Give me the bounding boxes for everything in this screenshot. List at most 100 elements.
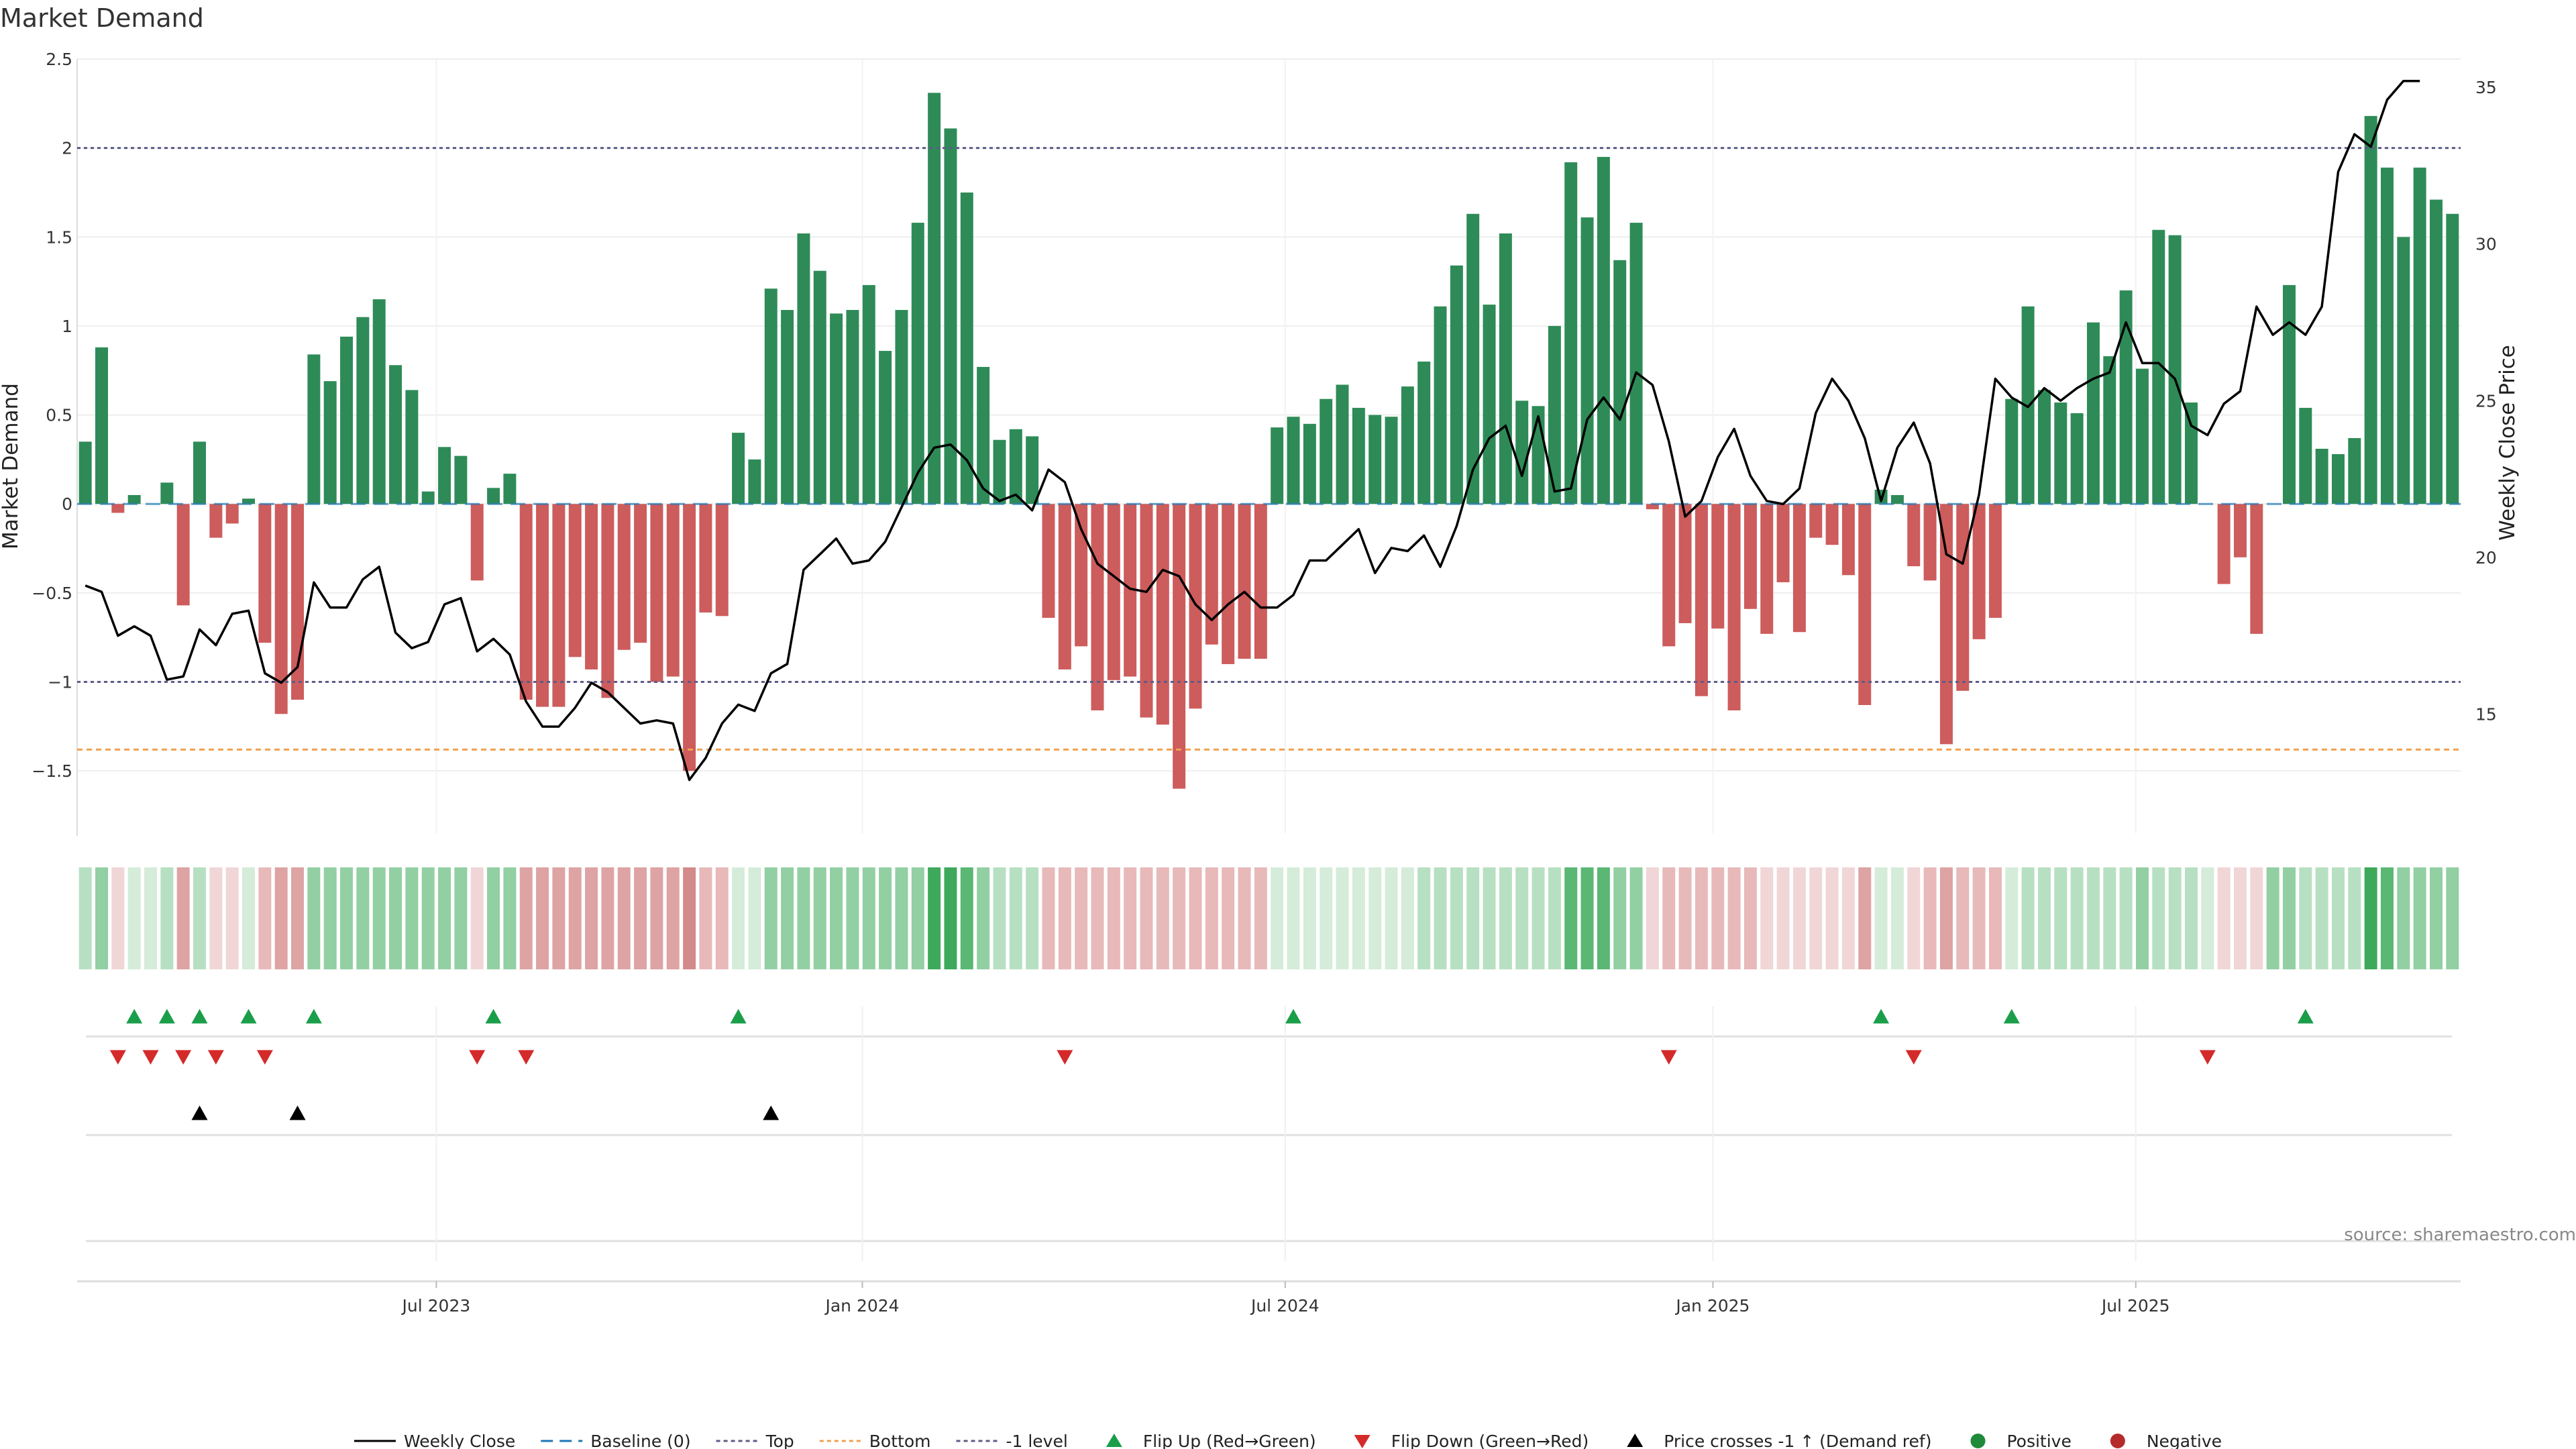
bar-positive	[911, 223, 924, 504]
legend-item: Flip Down (Green→Red)	[1354, 1432, 1589, 1449]
heat-cell	[127, 867, 141, 969]
x-axis: Jul 2023 Jan 2024 Jul 2024 Jan 2025 Jul 2025	[77, 1280, 2461, 1316]
heat-cell	[2054, 867, 2068, 969]
flip-up-marker	[1285, 1009, 1302, 1024]
heat-cell	[1792, 867, 1806, 969]
weekly-close-line	[85, 79, 2420, 782]
heat-cell	[1320, 867, 1333, 969]
bar-positive	[862, 284, 875, 504]
bar-positive	[1548, 325, 1561, 504]
bar-positive	[323, 381, 337, 504]
bar-negative	[1646, 504, 1659, 510]
heat-cell	[1515, 867, 1529, 969]
flip-up-marker	[240, 1009, 257, 1024]
bar-negative	[519, 504, 533, 700]
heat-cell	[78, 867, 92, 969]
bar-positive	[1417, 361, 1431, 504]
heat-cell	[2005, 867, 2019, 969]
legend-label: Weekly Close	[404, 1432, 515, 1449]
heat-cell	[389, 867, 402, 969]
heat-cell	[1580, 867, 1594, 969]
heat-cell	[1907, 867, 1921, 969]
bar-negative	[1776, 504, 1790, 582]
y-tick-left: 2	[62, 139, 72, 158]
y-tick-right: 25	[2475, 391, 2497, 411]
heat-cell	[2152, 867, 2165, 969]
heat-cell	[1483, 867, 1496, 969]
heat-cell	[1026, 867, 1039, 969]
legend-item: Weekly Close	[354, 1432, 515, 1449]
bar-negative	[225, 504, 239, 524]
heat-cell	[1336, 867, 1349, 969]
bar-negative	[552, 504, 566, 707]
legend-label: Top	[765, 1432, 794, 1449]
y-tick-left: 1.5	[46, 227, 72, 247]
bar-negative	[1743, 504, 1757, 609]
bar-positive	[242, 498, 256, 504]
heat-cell	[568, 867, 582, 969]
bar-negative	[1939, 504, 1953, 745]
legend-label: Price crosses -1 ↑ (Demand ref)	[1664, 1432, 1931, 1449]
bar-negative	[1189, 504, 1202, 709]
bar-negative	[715, 504, 729, 616]
heat-cell	[1760, 867, 1774, 969]
heat-cell	[111, 867, 125, 969]
bar-negative	[699, 504, 712, 613]
bar-negative	[1809, 504, 1823, 538]
bar-negative	[1841, 504, 1855, 576]
price-line-layer	[85, 79, 2420, 782]
heat-cell	[519, 867, 533, 969]
legend-swatch-dot	[2110, 1434, 2125, 1448]
bar-positive	[764, 288, 777, 504]
bar-positive	[356, 317, 370, 504]
flip-up-marker	[485, 1009, 502, 1024]
bar-positive	[78, 441, 92, 504]
heat-cell	[1254, 867, 1267, 969]
heat-cell	[1156, 867, 1169, 969]
y-axis-left-label: Market Demand	[0, 383, 23, 549]
bar-positive	[781, 310, 794, 504]
flip-down-marker	[142, 1050, 159, 1065]
x-tick-label: Jul 2025	[2100, 1296, 2170, 1316]
bar-positive	[1483, 305, 1496, 504]
heat-cell	[895, 867, 908, 969]
heat-cell	[2430, 867, 2443, 969]
bar-negative	[536, 504, 549, 707]
heat-cell	[601, 867, 614, 969]
bar-positive	[340, 336, 354, 504]
bar-positive	[1499, 233, 1512, 504]
bar-negative	[1091, 504, 1104, 710]
heat-cell	[977, 867, 990, 969]
bar-positive	[2430, 199, 2443, 504]
heat-cell	[2397, 867, 2410, 969]
heat-cell	[1678, 867, 1692, 969]
bar-negative	[1254, 504, 1267, 659]
heat-cell	[1841, 867, 1855, 969]
heat-cell	[1075, 867, 1088, 969]
heat-cell	[813, 867, 826, 969]
bar-negative	[601, 504, 614, 698]
bar-positive	[830, 313, 843, 504]
bar-negative	[617, 504, 631, 650]
bar-positive	[2331, 453, 2345, 504]
bar-positive	[503, 474, 517, 504]
heat-cell	[1548, 867, 1561, 969]
heat-cell	[683, 867, 696, 969]
heat-cell	[732, 867, 745, 969]
bar-positive	[2446, 213, 2459, 504]
heat-cell	[438, 867, 451, 969]
flip-down-marker	[1660, 1050, 1677, 1065]
bar-negative	[585, 504, 598, 669]
heat-cell	[242, 867, 256, 969]
flip-down-marker	[469, 1050, 486, 1065]
heat-cell	[2070, 867, 2084, 969]
heat-cell	[2299, 867, 2312, 969]
heat-cell	[1597, 867, 1610, 969]
bar-positive	[1287, 417, 1300, 504]
heat-cell	[911, 867, 924, 969]
heat-cell	[1401, 867, 1414, 969]
legend-item: Positive	[1970, 1432, 2072, 1449]
heat-cell	[960, 867, 973, 969]
heat-cell	[340, 867, 354, 969]
heat-cell	[2184, 867, 2198, 969]
